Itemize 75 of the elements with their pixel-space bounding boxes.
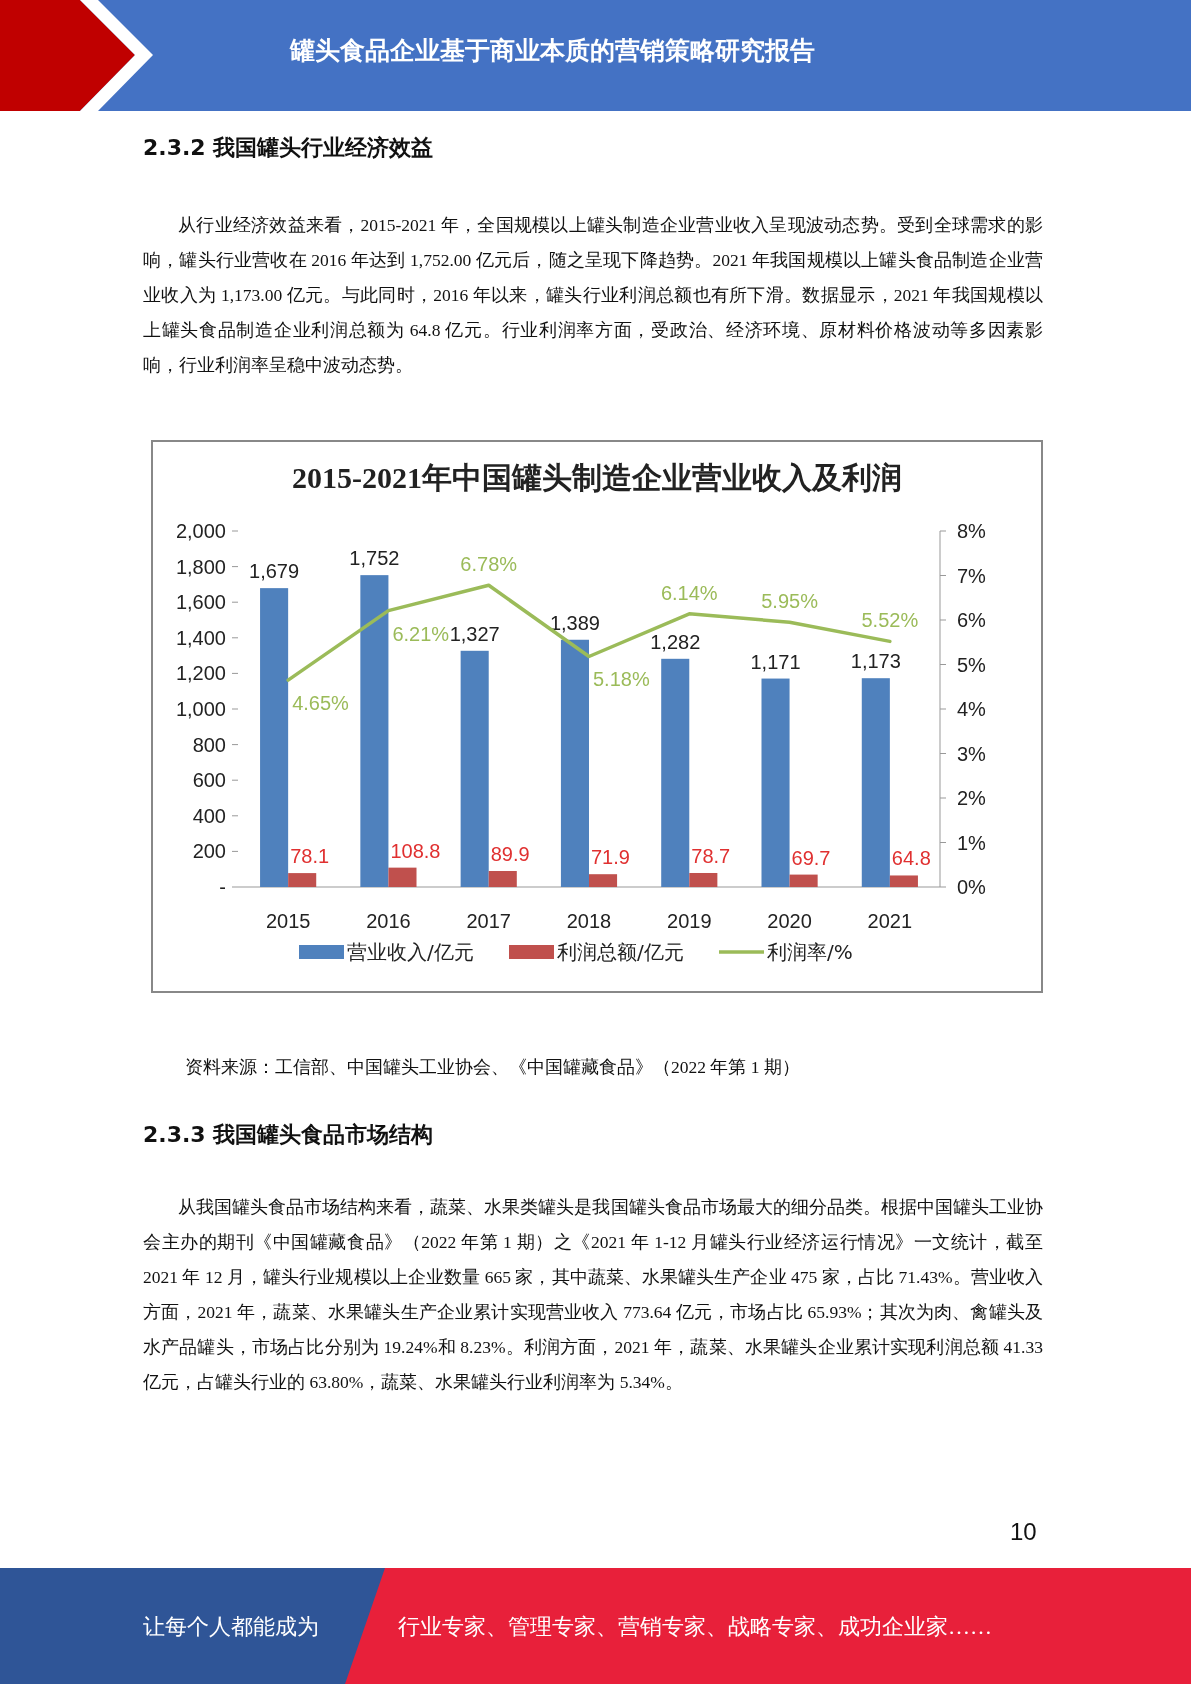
y2-tick-label: 3% [957, 742, 987, 765]
y-tick-label: 1,000 [175, 698, 226, 720]
data-label: 6.14% [660, 581, 718, 604]
bar [288, 873, 317, 887]
x-tick-label: 2015 [265, 910, 311, 932]
data-label: 1,173 [850, 650, 901, 673]
data-label: 89.9 [490, 843, 530, 865]
bar [589, 874, 618, 887]
y2-tick-label: 6% [957, 609, 987, 631]
y2-tick-label: 4% [957, 698, 987, 720]
text: 10 [1010, 1518, 1038, 1546]
y-tick-label: 200 [192, 840, 226, 863]
data-label: 4.65% [292, 692, 350, 715]
x-tick-label: 2018 [566, 910, 612, 932]
y-tick-label: 600 [192, 769, 226, 792]
y-tick-label: 400 [192, 804, 226, 827]
bar [761, 678, 790, 887]
y-tick-label: - [219, 876, 226, 898]
bar [460, 650, 489, 887]
y-tick-label: 1,200 [175, 662, 226, 685]
data-label: 78.7 [691, 844, 731, 867]
y2-tick-label: 8% [957, 520, 987, 542]
data-label: 69.7 [791, 846, 831, 869]
chart-title: 2015-2021年中国罐头制造企业营业收入及利润 [292, 461, 902, 494]
bar [260, 588, 289, 887]
legend-label: 利润总额/亿元 [557, 940, 684, 964]
y2-tick-label: 2% [957, 787, 987, 809]
legend-label: 营业收入/亿元 [347, 940, 474, 964]
bar [661, 658, 690, 887]
data-label: 5.95% [761, 590, 819, 613]
text: 2.3.3 我国罐头食品市场结构 [143, 1121, 435, 1149]
bar [360, 575, 389, 887]
text: 罐头食品企业基于商业本质的营销策略研究报告 [290, 35, 816, 67]
data-label: 1,679 [249, 560, 300, 583]
data-label: 5.18% [593, 668, 650, 691]
x-tick-label: 2021 [867, 910, 913, 932]
data-label: 6.78% [460, 553, 518, 576]
y2-tick-label: 5% [957, 653, 987, 676]
text: 2.3.2 我国罐头行业经济效益 [143, 134, 435, 162]
bar [861, 678, 890, 887]
data-label: 1,389 [549, 611, 600, 634]
x-tick-label: 2020 [767, 910, 812, 932]
y2-tick-label: 0% [957, 876, 987, 898]
bar [789, 874, 818, 887]
bar [689, 872, 718, 887]
legend-label: 利润率/% [767, 940, 853, 964]
bar [488, 871, 517, 887]
y-tick-label: 1,600 [175, 591, 226, 614]
data-label: 64.8 [891, 847, 931, 870]
text: 从行业经济效益来看，2015-2021 年，全国规模以上罐头制造企业营业收入呈现波动态势。受到全球需求的影响，罐头行业营收在 2016 年达到 1,752.00 亿元后，随之呈现下降趋势。2021 年我国规模以上罐头食品制造企业营业收入为 1,173.00 亿元。与此同时，2016 年以来，罐头行业利润总额也有所下滑。数据显示，2021 年我国规模以上罐头食品制造企业利润总额为 64.8 亿元。行业利润率方面，受政治、经济环境、原材料价格波动等多因素影响，行业利润率呈稳中波动态势。 [143, 214, 1043, 377]
data-label: 1,327 [449, 622, 500, 645]
x-tick-label: 2016 [366, 910, 411, 932]
x-tick-label: 2019 [667, 910, 712, 932]
text: 让每个人都能成为 [143, 1613, 320, 1641]
data-label: 1,282 [650, 630, 701, 653]
x-tick-label: 2017 [466, 910, 511, 932]
bar [388, 867, 417, 887]
bar [560, 639, 589, 887]
data-label: 6.21% [392, 622, 450, 645]
bar [889, 875, 918, 887]
data-label: 1,171 [750, 650, 801, 673]
data-label: 5.52% [861, 609, 919, 632]
data-label: 108.8 [390, 839, 441, 862]
data-label: 1,752 [349, 547, 400, 570]
y-tick-label: 800 [192, 733, 226, 756]
y2-tick-label: 1% [957, 831, 987, 854]
y-tick-label: 1,800 [175, 555, 226, 578]
y-tick-label: 2,000 [175, 520, 226, 542]
data-label: 78.1 [290, 845, 330, 868]
text: 资料来源：工信部、中国罐头工业协会、《中国罐藏食品》（2022 年第 1 期） [185, 1056, 801, 1079]
text: 从我国罐头食品市场结构来看，蔬菜、水果类罐头是我国罐头食品市场最大的细分品类。根据中国罐头工业协会主办的期刊《中国罐藏食品》（2022 年第 1 期）之《2021 年 1-12 月罐头行业经济运行情况》一文统计，截至 2021 年 12 月，罐头行业规模以上企业数量 665 家，其中蔬菜、水果罐头生产企业 475 家，占比 71.43%。营业收入方面，2021 年，蔬菜、水果罐头生产企业累计实现营业收入 773.64 亿元，市场占比 65.93%；其次为肉、禽罐头及水产品罐头，市场占比分别为 19.24%和 8.23%。利润方面，2021 年，蔬菜、水果罐头企业累计实现利润总额 41.33 亿元，占罐头行业的 63.80%，蔬菜、水果罐头行业利润率为 5.34%。 [143, 1196, 1043, 1394]
y-tick-label: 1,400 [175, 626, 226, 649]
data-label: 71.9 [591, 846, 630, 869]
y2-tick-label: 7% [957, 564, 987, 587]
text: 行业专家、管理专家、营销专家、战略专家、成功企业家…… [398, 1613, 993, 1641]
